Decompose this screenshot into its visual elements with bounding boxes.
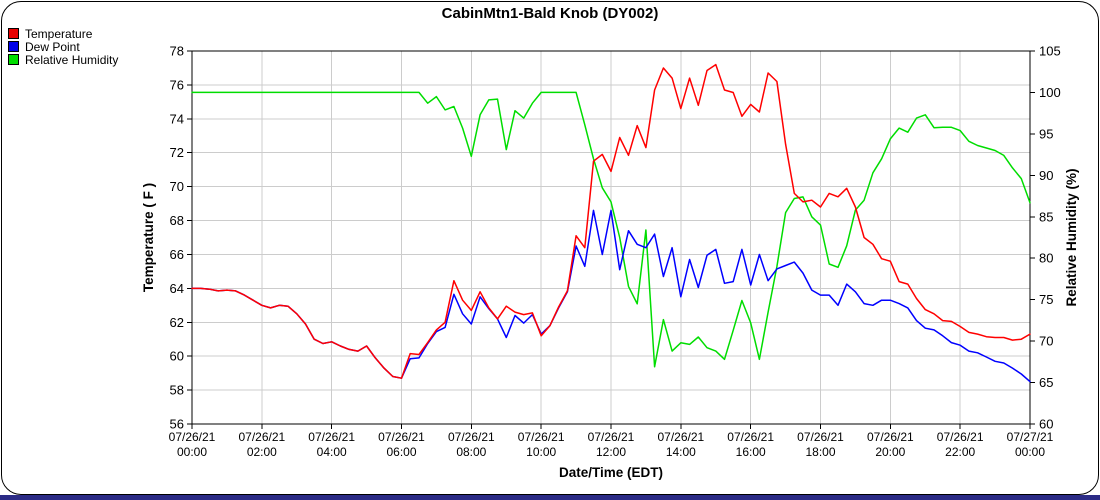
x-tick-time-label: 20:00 (875, 445, 905, 459)
x-tick-date-label: 07/26/21 (238, 430, 285, 444)
x-tick-date-label: 07/26/21 (448, 430, 495, 444)
relative-humidity-line (191, 91, 1031, 368)
y-left-tick-label: 78 (170, 44, 184, 59)
axis-labels: 78 76 74 72 70 68 66 64 62 60 58 56 105 100 95 90 85 80 75… (141, 44, 1079, 481)
y-right-tick-label: 95 (1039, 126, 1053, 141)
x-tick-date-label: 07/26/21 (588, 430, 635, 444)
x-tick-time-label: 18:00 (805, 445, 835, 459)
x-tick-date-label: 07/26/21 (797, 430, 844, 444)
data-series (191, 63, 1031, 383)
y-right-axis-title: Relative Humidity (%) (1064, 168, 1079, 306)
y-left-tick-label: 72 (170, 145, 184, 160)
y-left-tick-label: 58 (170, 383, 184, 398)
y-left-tick-label: 56 (170, 417, 184, 432)
chart-legend: Temperature Dew Point Relative Humidity (8, 26, 119, 67)
x-tick-time-label: 04:00 (317, 445, 347, 459)
x-axis-title: Date/Time (EDT) (559, 465, 663, 480)
y-right-tick-label: 85 (1039, 209, 1053, 224)
y-left-tick-label: 62 (170, 315, 184, 330)
y-right-tick-label: 70 (1039, 334, 1053, 349)
y-left-tick-label: 66 (170, 247, 184, 262)
y-right-tick-label: 90 (1039, 168, 1053, 183)
x-tick-time-label: 22:00 (945, 445, 975, 459)
legend-label: Dew Point (25, 39, 80, 54)
x-tick-time-label: 00:00 (1015, 445, 1045, 459)
y-left-tick-label: 76 (170, 77, 184, 92)
y-right-tick-label: 65 (1039, 375, 1053, 390)
y-left-tick-label: 74 (170, 111, 184, 126)
x-tick-time-label: 00:00 (177, 445, 207, 459)
x-tick-date-label: 07/26/21 (657, 430, 704, 444)
x-tick-date-label: 07/26/21 (518, 430, 565, 444)
x-tick-time-label: 08:00 (456, 445, 486, 459)
y-left-axis-title: Temperature ( F ) (141, 183, 156, 292)
y-right-tick-label: 80 (1039, 251, 1053, 266)
x-tick-time-label: 12:00 (596, 445, 626, 459)
legend-item-temperature: Temperature (8, 26, 118, 41)
y-right-tick-label: 60 (1039, 417, 1053, 432)
legend-label: Temperature (25, 26, 93, 41)
y-left-tick-label: 70 (170, 179, 184, 194)
x-tick-time-label: 16:00 (736, 445, 766, 459)
x-tick-date-label: 07/26/21 (169, 430, 216, 444)
axes (187, 50, 1035, 429)
y-right-tick-label: 105 (1039, 44, 1061, 59)
relative-humidity-swatch-icon (8, 54, 19, 65)
dew-point-swatch-icon (8, 41, 19, 52)
x-tick-time-label: 02:00 (247, 445, 277, 459)
y-right-tick-label: 75 (1039, 292, 1053, 307)
chart-title: CabinMtn1-Bald Knob (DY002) (441, 5, 659, 22)
temperature-swatch-icon (8, 28, 19, 39)
x-tick-date-label: 07/26/21 (727, 430, 774, 444)
legend-item-dew-point: Dew Point (8, 39, 118, 54)
y-right-tick-label: 100 (1039, 85, 1061, 100)
x-tick-date-label: 07/26/21 (937, 430, 984, 444)
window-bottom-bar (0, 495, 1100, 500)
x-tick-time-label: 14:00 (666, 445, 696, 459)
y-left-tick-label: 60 (170, 349, 184, 364)
x-tick-date-label: 07/26/21 (867, 430, 914, 444)
x-tick-time-label: 06:00 (386, 445, 416, 459)
x-tick-time-label: 10:00 (526, 445, 556, 459)
legend-item-relative-humidity: Relative Humidity (8, 52, 119, 67)
gridlines (192, 51, 1030, 424)
x-tick-date-label: 07/26/21 (378, 430, 425, 444)
y-left-tick-label: 64 (170, 281, 184, 296)
y-left-tick-label: 68 (170, 213, 184, 228)
temperature-line (191, 63, 1031, 379)
x-tick-date-label: 07/27/21 (1007, 430, 1054, 444)
x-tick-date-label: 07/26/21 (308, 430, 355, 444)
legend-label: Relative Humidity (25, 52, 119, 67)
